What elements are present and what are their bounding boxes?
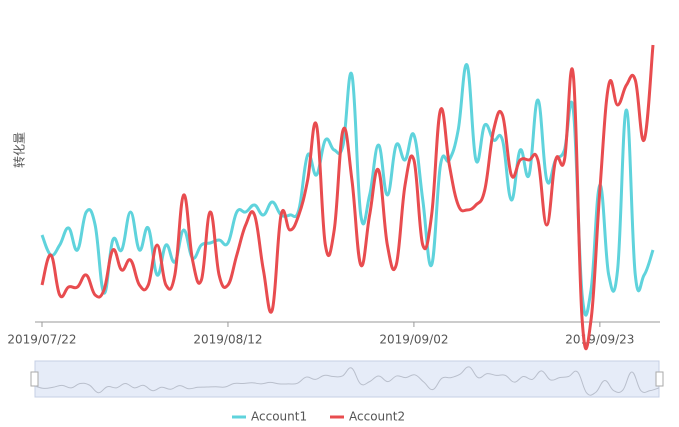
x-tick-label: 2019/09/23 <box>565 333 634 347</box>
legend-label: Account2 <box>349 410 405 424</box>
y-axis-label: 转化量 <box>12 132 27 168</box>
zoom-slider[interactable] <box>34 360 660 398</box>
zoom-handle-right[interactable] <box>655 371 664 387</box>
x-tick-label: 2019/08/12 <box>193 333 262 347</box>
x-tick-label: 2019/07/22 <box>7 333 76 347</box>
x-tick-label: 2019/09/02 <box>379 333 448 347</box>
zoom-handle-left[interactable] <box>30 371 39 387</box>
line-series <box>40 63 655 317</box>
zoom-preview-line <box>34 366 660 396</box>
legend-label: Account1 <box>251 410 307 424</box>
line-series <box>40 44 655 351</box>
